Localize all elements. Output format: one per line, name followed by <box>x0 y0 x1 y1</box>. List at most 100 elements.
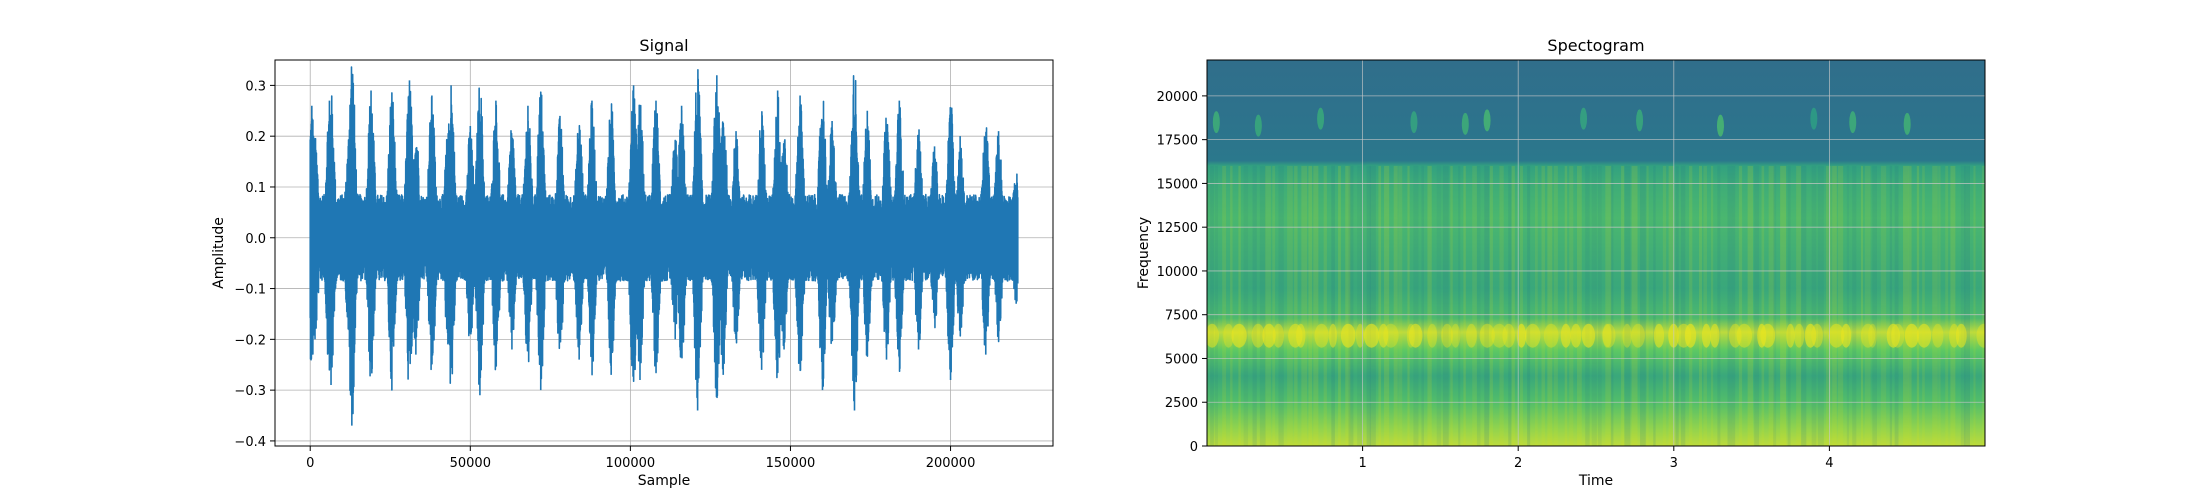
spectrogram-stripe <box>1880 165 1887 446</box>
spectrogram-band-highlight <box>1466 323 1477 348</box>
spectrogram-band-highlight <box>1516 323 1527 348</box>
spectrogram-band-highlight <box>1479 323 1495 348</box>
spectrogram-stripe <box>1738 165 1743 446</box>
spectrogram-burst <box>1716 114 1724 137</box>
spectrogram-stripe <box>1259 165 1266 446</box>
spectrogram-stripe <box>1450 165 1453 446</box>
spectrogram-stripe <box>1534 165 1538 446</box>
spectrogram-burst <box>1810 107 1818 130</box>
spectrogram-stripe <box>1243 165 1249 446</box>
spectrogram-stripe <box>1889 165 1893 446</box>
spectrogram-band-highlight <box>1408 323 1423 348</box>
spectrogram-stripe <box>1852 165 1857 446</box>
spectrogram-band-highlight <box>1860 323 1876 348</box>
spectrogram-stripe <box>1541 165 1545 446</box>
spectrogram-stripe <box>1754 165 1760 446</box>
spectrogram-stripe <box>1640 165 1646 446</box>
spectrogram-stripe <box>1413 165 1419 446</box>
signal-axes-frame <box>274 59 1054 447</box>
spectrogram-burst <box>1317 107 1325 130</box>
spectrogram-band-highlight <box>1976 323 1985 348</box>
spectrogram-stripe <box>1348 165 1354 446</box>
spectrogram-band-highlight <box>1736 323 1753 348</box>
spectrogram-band-highlight <box>1355 323 1365 348</box>
signal-x-tick-label: 50000 <box>450 456 491 471</box>
signal-x-tick-label: 100000 <box>606 456 656 471</box>
spectrogram-stripe <box>1436 165 1442 446</box>
spectrogram-band-highlight <box>1383 323 1399 348</box>
spectrogram-stripe <box>1598 165 1602 446</box>
spectrogram-burst <box>1483 109 1491 132</box>
signal-x-tick-label: 200000 <box>926 456 976 471</box>
spectrogram-x-axis-label: Time <box>1578 473 1613 489</box>
spectrogram-stripe <box>1817 165 1824 446</box>
spectrogram-band-highlight <box>1378 323 1389 348</box>
spectrogram-stripe <box>1689 165 1693 446</box>
spectrogram-band-highlight <box>1729 323 1742 348</box>
spectrogram-stripe <box>1908 165 1912 446</box>
spectrogram-stripe <box>1384 165 1390 446</box>
spectrogram-stripe <box>1605 165 1612 446</box>
spectrogram-stripe <box>1950 165 1956 446</box>
spectrogram-stripe <box>1624 165 1631 446</box>
spectrogram-band-highlight <box>1296 323 1306 348</box>
spectrogram-band-highlight <box>1272 323 1285 348</box>
spectrogram-stripe <box>1265 165 1271 446</box>
spectrogram-stripe <box>1308 165 1313 446</box>
spectrogram-y-axis-label: Frequency <box>1136 217 1152 289</box>
signal-title: Signal <box>639 36 688 55</box>
spectrogram-y-tick-label: 17500 <box>1157 134 1198 149</box>
spectrogram-stripe <box>1458 165 1461 446</box>
spectrogram-stripe <box>1780 165 1787 446</box>
spectrogram-stripe <box>1345 165 1351 446</box>
signal-y-tick-label: −0.3 <box>234 384 266 399</box>
spectrogram-burst <box>1580 107 1588 130</box>
spectrogram-band-highlight <box>1710 323 1720 348</box>
spectrogram-stripe <box>1646 165 1649 446</box>
spectrogram-stripe <box>1569 165 1574 446</box>
spectrogram-stripe <box>1846 165 1850 446</box>
spectrogram-stripe <box>1610 165 1614 446</box>
spectrogram-stripe <box>1576 165 1582 446</box>
spectrogram-band-highlight <box>1262 323 1276 348</box>
spectrogram-stripe <box>1747 165 1753 446</box>
spectrogram-stripe <box>1230 165 1233 446</box>
spectrogram-band-highlight <box>1811 323 1823 348</box>
spectrogram-stripe <box>1547 165 1553 446</box>
spectrogram-title: Spectogram <box>1547 36 1644 55</box>
spectrogram-stripe <box>1938 165 1941 446</box>
spectrogram-stripe <box>1287 165 1293 446</box>
spectrogram-band-highlight <box>1890 323 1905 348</box>
spectrogram-y-ticks: 0 2500 5000 7500 10000 12500 15000 17500 20000 <box>1157 90 1207 455</box>
spectrogram-stripe <box>1398 165 1403 446</box>
spectrogram-band-highlight <box>1602 323 1616 348</box>
spectrogram-stripe <box>1832 165 1837 446</box>
signal-x-axis-label: Sample <box>638 473 691 489</box>
spectrogram-stripe <box>1313 165 1319 446</box>
spectrogram-stripe <box>1331 165 1335 446</box>
spectrogram-stripe <box>1252 165 1257 446</box>
spectrogram-stripe <box>1964 165 1970 446</box>
spectrogram-band-highlight <box>1622 323 1632 348</box>
spectrogram-stripe <box>1476 165 1481 446</box>
spectrogram-stripe <box>1973 165 1976 446</box>
spectrogram-band-highlight <box>1207 323 1219 348</box>
spectrogram-band-highlight <box>1602 323 1612 348</box>
spectrogram-band-highlight <box>1904 323 1919 348</box>
spectrogram-stripe <box>1585 165 1590 446</box>
signal-x-tick-label: 150000 <box>766 456 816 471</box>
spectrogram-y-tick-label: 2500 <box>1165 396 1198 411</box>
spectrogram-x-tick-label: 1 <box>1358 456 1366 471</box>
spectrogram-axes-frame <box>1206 59 1986 447</box>
spectrogram-stripe <box>1922 165 1925 446</box>
spectrogram-band-highlight <box>1251 323 1265 348</box>
spectrogram-band-highlight <box>1340 323 1356 348</box>
spectrogram-stripe <box>1427 165 1432 446</box>
spectrogram-stripe <box>1278 165 1284 446</box>
spectrogram-stripe <box>1703 165 1707 446</box>
spectrogram-band-highlight <box>1868 323 1877 348</box>
spectrogram-stripe <box>1621 165 1625 446</box>
spectrogram-band-highlight <box>1684 323 1697 348</box>
signal-y-ticks: −0.4 −0.3 −0.2 −0.1 0.0 0.1 0.2 0.3 <box>234 79 275 450</box>
